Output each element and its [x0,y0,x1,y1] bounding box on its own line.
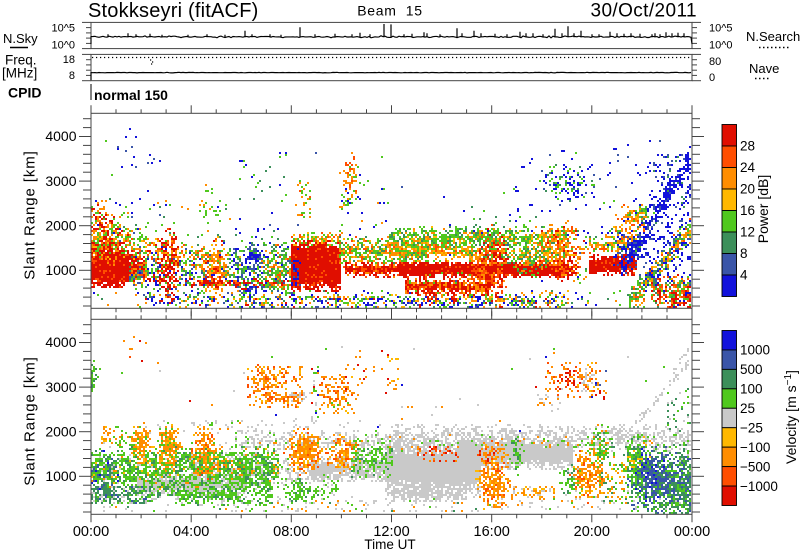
svg-text:−1000: −1000 [740,479,778,494]
svg-text:4000: 4000 [45,334,76,350]
svg-text:N.Search: N.Search [746,29,800,44]
svg-text:2000: 2000 [45,217,76,233]
svg-text:20: 20 [740,182,755,197]
svg-text:1000: 1000 [45,262,76,278]
svg-text:0: 0 [709,72,715,84]
svg-text:normal 150: normal 150 [94,87,168,103]
svg-text:Slant Range [km]: Slant Range [km] [22,150,39,279]
svg-text:Time UT: Time UT [364,537,415,552]
svg-text:[MHz]: [MHz] [2,66,37,81]
svg-text:Freq.: Freq. [5,53,37,68]
svg-text:8: 8 [69,70,75,82]
svg-text:10^5: 10^5 [51,23,75,35]
svg-text:1000: 1000 [740,343,770,358]
svg-text:10^0: 10^0 [709,40,733,52]
svg-text:18: 18 [63,54,75,66]
svg-text:Nave: Nave [749,61,779,76]
svg-text:10^5: 10^5 [709,23,733,35]
svg-text:12: 12 [740,225,755,240]
svg-text:N.Sky: N.Sky [3,31,38,46]
svg-text:16: 16 [740,203,755,218]
svg-text:12:00: 12:00 [373,524,409,540]
svg-text:−25: −25 [740,420,763,435]
svg-text:Velocity [m s−1]: Velocity [m s−1] [783,370,800,464]
svg-text:10^0: 10^0 [51,40,75,52]
svg-text:00:00: 00:00 [73,524,109,540]
svg-text:30/Oct/2011: 30/Oct/2011 [590,1,697,22]
svg-text:2000: 2000 [45,423,76,439]
svg-text:24: 24 [740,160,756,175]
svg-text:Power [dB]: Power [dB] [755,175,771,243]
svg-text:Stokkseyri (fitACF): Stokkseyri (fitACF) [88,0,258,22]
svg-text:25: 25 [740,401,755,416]
svg-text:08:00: 08:00 [273,524,309,540]
svg-text:20:00: 20:00 [574,524,610,540]
svg-text:Slant Range [km]: Slant Range [km] [22,356,39,485]
svg-text:CPID: CPID [8,85,41,101]
svg-text:4000: 4000 [45,128,76,144]
svg-text:28: 28 [740,139,755,154]
svg-text:3000: 3000 [45,173,76,189]
svg-text:80: 80 [709,56,721,68]
svg-text:−500: −500 [740,459,770,474]
svg-text:100: 100 [740,382,763,397]
svg-text:1000: 1000 [45,468,76,484]
svg-text:3000: 3000 [45,379,76,395]
svg-text:04:00: 04:00 [173,524,209,540]
svg-text:4: 4 [740,268,748,283]
svg-text:500: 500 [740,362,763,377]
svg-text:16:00: 16:00 [474,524,510,540]
svg-text:Beam 15: Beam 15 [357,3,423,19]
svg-text:−100: −100 [740,440,770,455]
svg-text:00:00: 00:00 [674,524,710,540]
svg-text:8: 8 [740,246,748,261]
